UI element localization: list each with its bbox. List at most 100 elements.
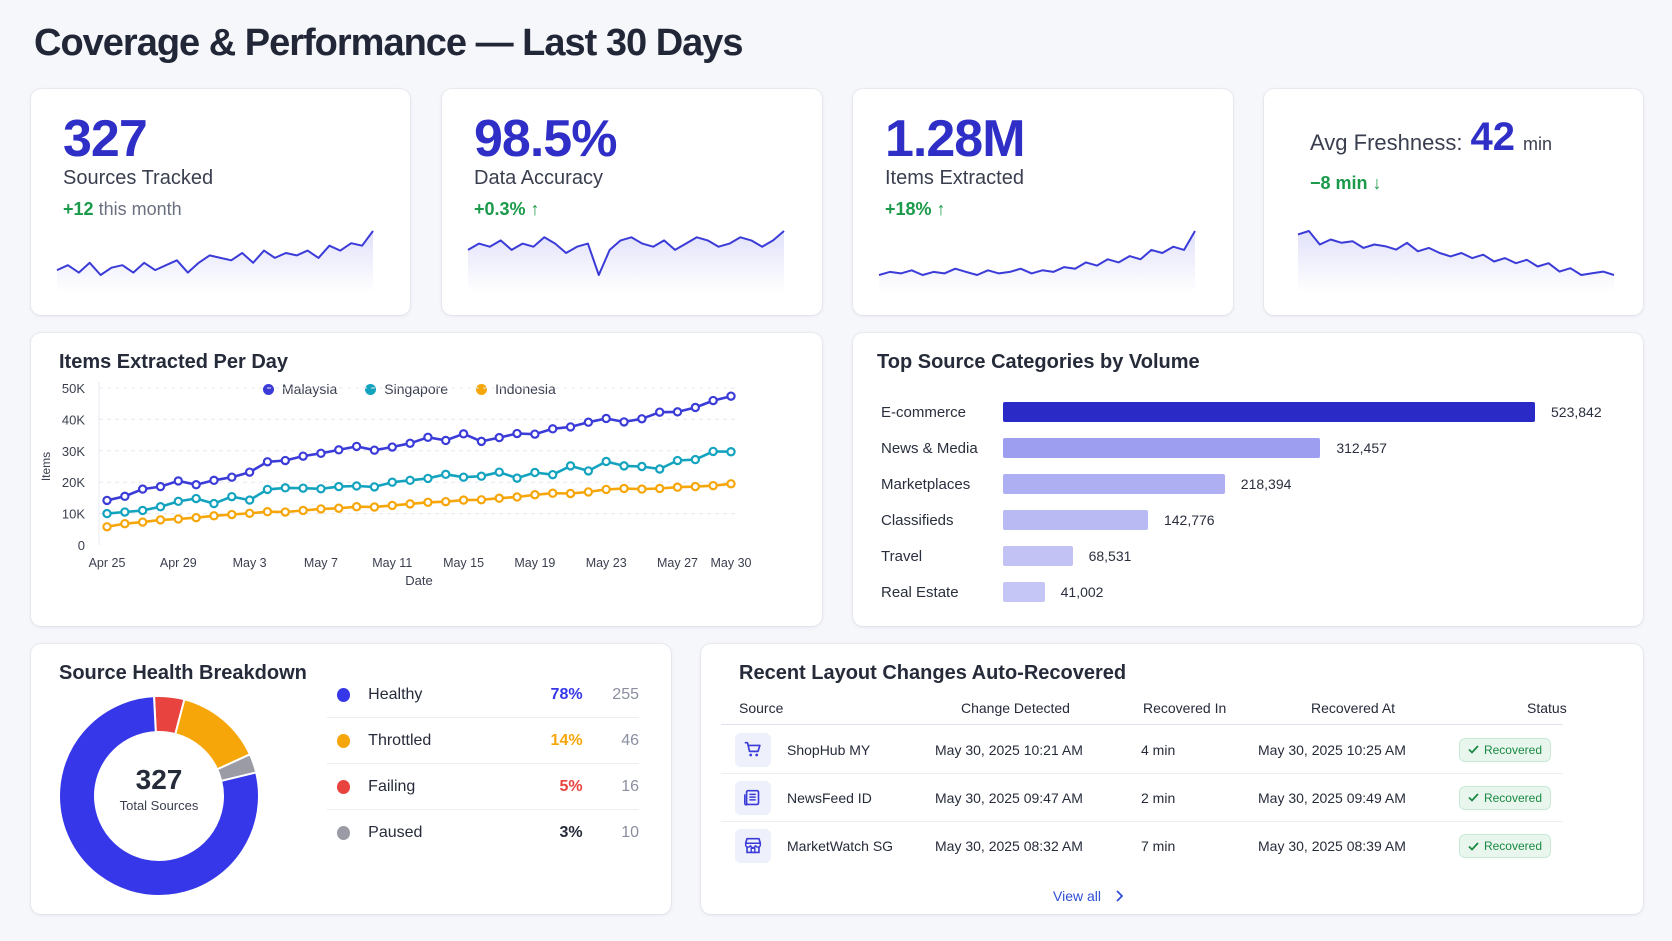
cell-recovered-in: 7 min <box>1141 838 1176 854</box>
point-indonesia <box>227 509 237 520</box>
point-singapore <box>690 454 701 465</box>
source-icon-box <box>735 733 771 767</box>
bar-row[interactable]: E-commerce 523,842 <box>881 401 1602 423</box>
bar-row[interactable]: News & Media 312,457 <box>881 437 1387 459</box>
col-header-recovered-at[interactable]: Recovered At <box>1311 700 1396 716</box>
col-header-source[interactable]: Source <box>739 700 784 716</box>
bar-value-label: 41,002 <box>1060 584 1104 600</box>
sparkline <box>1297 230 1615 293</box>
point-indonesia <box>209 511 219 521</box>
point-indonesia <box>530 490 540 500</box>
point-indonesia <box>726 479 736 489</box>
point-indonesia <box>458 495 469 505</box>
point-malaysia <box>476 436 487 447</box>
legend-item-indonesia[interactable]: Indonesia <box>476 381 556 397</box>
view-all-link[interactable]: View all <box>1053 888 1123 904</box>
point-malaysia <box>530 429 540 439</box>
point-singapore <box>369 482 380 492</box>
kpi-unit: min <box>1522 134 1552 154</box>
check-icon <box>1468 793 1479 802</box>
health-row-healthy[interactable]: Healthy 78% 255 <box>327 672 639 718</box>
bar-category-label: E-commerce <box>881 403 967 421</box>
legend-item-malaysia[interactable]: Malaysia <box>263 381 337 397</box>
point-indonesia <box>262 507 273 517</box>
point-indonesia <box>191 512 201 523</box>
sparkline-area <box>57 231 373 293</box>
table-row[interactable]: MarketWatch SG May 30, 2025 08:32 AM 7 min… <box>721 822 1563 870</box>
kpi-delta: +12 this month <box>63 199 182 220</box>
bar-row[interactable]: Travel 68,531 <box>881 545 1131 567</box>
health-status-label: Healthy <box>368 685 423 703</box>
point-singapore <box>458 472 469 482</box>
col-header-recovered-in[interactable]: Recovered In <box>1143 700 1227 716</box>
point-indonesia <box>173 514 184 524</box>
point-indonesia <box>387 500 397 511</box>
point-singapore <box>137 505 148 516</box>
point-malaysia <box>316 448 326 459</box>
bar-row[interactable]: Real Estate 41,002 <box>881 581 1103 603</box>
point-singapore <box>583 466 594 476</box>
health-row-failing[interactable]: Failing 5% 16 <box>327 764 639 810</box>
kpi-delta-value: +12 <box>63 199 94 219</box>
source-health-card: Source Health Breakdown 327 Total Source… <box>31 644 671 914</box>
kpi-value: 42 <box>1470 115 1515 159</box>
point-malaysia <box>654 407 665 417</box>
point-indonesia <box>423 497 433 507</box>
bar-category-label: Classifieds <box>881 511 954 529</box>
cell-source[interactable]: NewsFeed ID <box>787 789 872 806</box>
legend-item-singapore[interactable]: Singapore <box>365 381 448 397</box>
cell-source[interactable]: MarketWatch SG <box>787 838 894 854</box>
bar-row[interactable]: Marketplaces 218,394 <box>881 473 1291 495</box>
kpi-card-items: 1.28M Items Extracted +18% ↑ <box>853 89 1233 315</box>
bar-row[interactable]: Classifieds 142,776 <box>881 509 1215 531</box>
bar-category-label: News & Media <box>881 439 978 457</box>
table-row[interactable]: ShopHub MY May 30, 2025 10:21 AM 4 min May … <box>721 726 1563 774</box>
point-singapore <box>565 461 576 471</box>
point-malaysia <box>726 391 736 401</box>
legend-label: Malaysia <box>282 381 338 397</box>
view-all-label: View all <box>1053 888 1101 904</box>
health-row-paused[interactable]: Paused 3% 10 <box>327 810 639 856</box>
point-malaysia <box>601 413 611 424</box>
point-singapore <box>530 467 540 478</box>
card-title: Source Health Breakdown <box>59 662 307 684</box>
card-title: Items Extracted Per Day <box>59 351 289 373</box>
sparkline <box>878 230 1196 293</box>
y-tick-label: 10K <box>62 507 85 522</box>
legend-label: Singapore <box>384 381 449 397</box>
y-tick-label: 20K <box>62 475 85 490</box>
kpi-label: Items Extracted <box>885 167 1024 189</box>
cell-source[interactable]: ShopHub MY <box>787 741 871 758</box>
point-singapore <box>351 481 362 491</box>
y-tick-label: 0 <box>78 538 85 553</box>
point-singapore <box>619 461 629 471</box>
point-malaysia <box>548 424 558 434</box>
point-indonesia <box>494 493 504 503</box>
bar <box>1003 474 1225 494</box>
donut-center-label: Total Sources <box>119 798 199 813</box>
x-tick-label: May 15 <box>443 556 484 570</box>
card-title: Top Source Categories by Volume <box>877 351 1200 373</box>
table-row[interactable]: NewsFeed ID May 30, 2025 09:47 AM 2 min May… <box>721 774 1563 822</box>
sparkline-line <box>878 230 1196 276</box>
point-singapore <box>637 461 647 472</box>
point-singapore <box>726 447 736 457</box>
col-header-change-detected[interactable]: Change Detected <box>961 700 1070 716</box>
point-singapore <box>672 455 683 466</box>
point-malaysia <box>512 428 522 439</box>
y-tick-label: 40K <box>62 412 85 427</box>
point-malaysia <box>351 441 362 452</box>
status-badge: Recovered <box>1458 737 1551 762</box>
col-header-status[interactable]: Status <box>1527 700 1567 716</box>
kpi-delta: +18% ↑ <box>885 199 946 219</box>
cell-change-detected: May 30, 2025 09:47 AM <box>935 789 1083 806</box>
health-row-throttled[interactable]: Throttled 14% 46 <box>327 718 639 764</box>
cell-change-detected: May 30, 2025 10:21 AM <box>935 741 1083 758</box>
y-axis-label: Items <box>39 452 53 481</box>
point-malaysia <box>262 457 273 467</box>
point-malaysia <box>191 480 201 490</box>
status-label: Recovered <box>1483 790 1542 805</box>
cell-recovered-in: 2 min <box>1141 789 1176 806</box>
point-indonesia <box>619 483 629 494</box>
point-malaysia <box>423 432 433 442</box>
